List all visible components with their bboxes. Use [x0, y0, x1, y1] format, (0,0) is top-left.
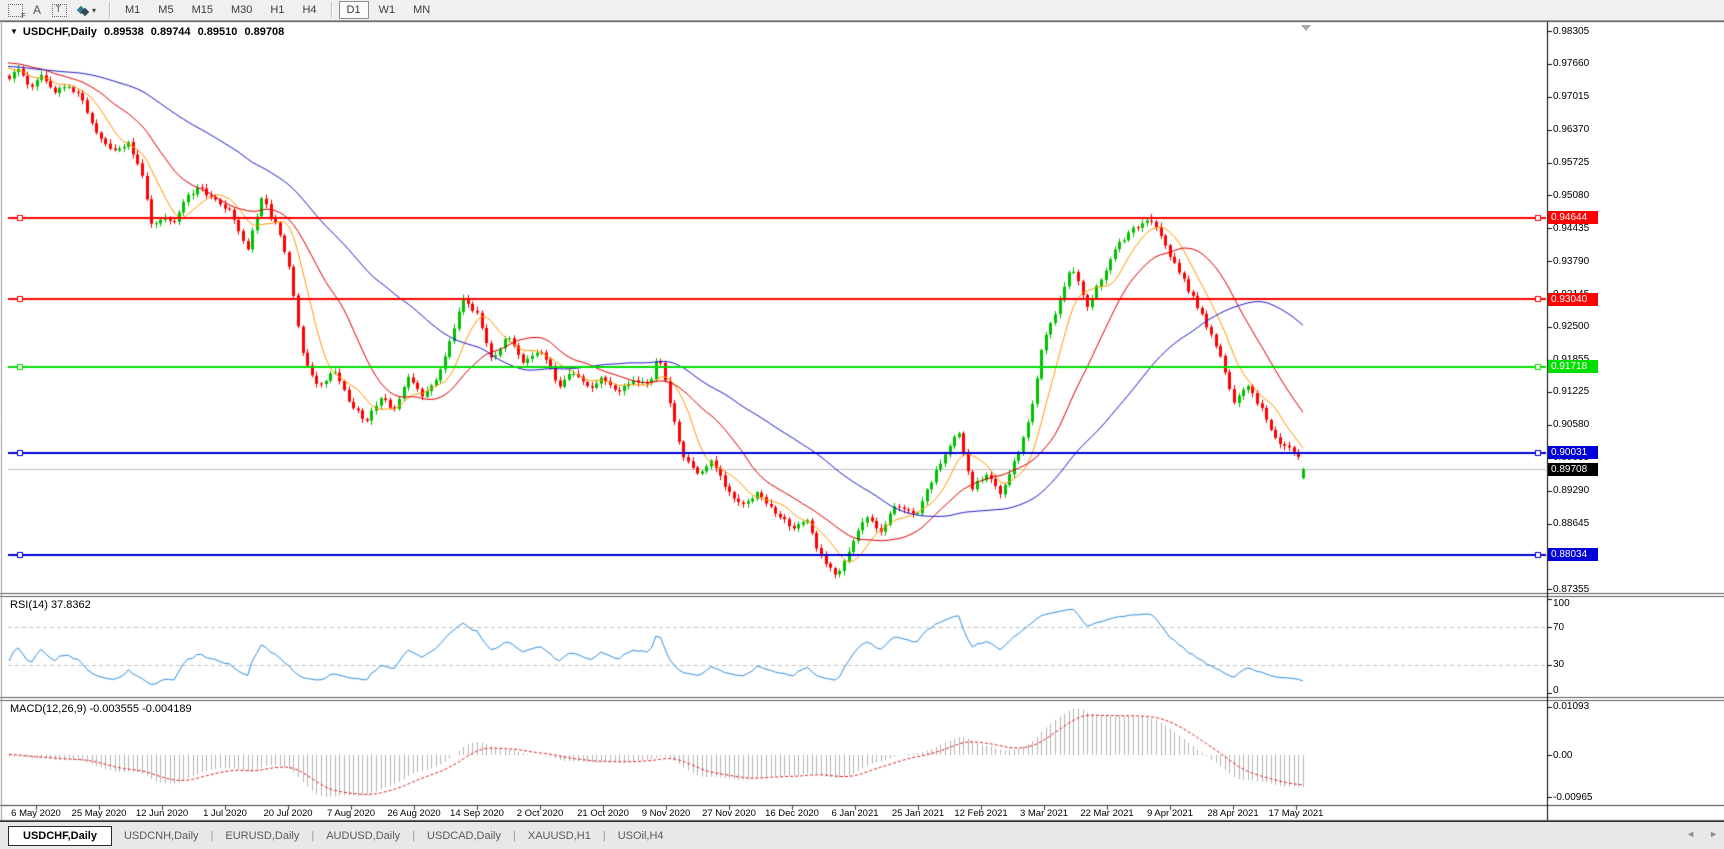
tab-eurusd[interactable]: EURUSD,Daily [225, 830, 300, 842]
timeframe-button-h1[interactable]: H1 [270, 4, 285, 16]
timeframe-button-m30[interactable]: M30 [230, 4, 253, 16]
grid-icon: F [7, 3, 26, 20]
tab-separator: | [210, 830, 214, 842]
timeframe-button-d1[interactable]: D1 [338, 1, 369, 19]
color-scheme-button[interactable]: ▾ [70, 1, 104, 19]
timeframe-group: M1 M5 M15 M30 H1 H4 D1 W1 MN [116, 1, 439, 19]
tabs-container: USDCHF,Daily USDCNH,Daily | EURUSD,Daily | AU… [0, 826, 676, 846]
tab-separator: | [311, 830, 315, 842]
symbol-tab-bar: USDCHF,Daily USDCNH,Daily | EURUSD,Daily | AU… [0, 821, 1724, 849]
grid-icon-sub: F [21, 12, 26, 20]
tab-scroll-left-icon[interactable]: ◄ [1686, 829, 1696, 839]
timeframe-button-m1[interactable]: M1 [125, 4, 141, 16]
tab-scroll-right-icon[interactable]: ► [1709, 829, 1718, 839]
tab-separator: | [602, 830, 606, 842]
tab-xauusd[interactable]: XAUUSD,H1 [527, 830, 591, 842]
tab-usoil[interactable]: USOil,H4 [617, 830, 664, 842]
font-icon: A [32, 3, 41, 17]
tab-usdchf[interactable]: USDCHF,Daily [8, 826, 112, 846]
toolbar-separator [109, 2, 111, 18]
text-label-icon: T [51, 3, 67, 17]
timeframe-button-mn[interactable]: MN [413, 4, 431, 16]
tab-scroll-arrows: ◄ ► [1686, 829, 1718, 839]
tab-audusd[interactable]: AUDUSD,Daily [326, 830, 401, 842]
tab-usdcnh[interactable]: USDCNH,Daily [123, 830, 199, 842]
timeframe-button-h4[interactable]: H4 [302, 4, 317, 16]
toolbar: F A T ▾ M1 M5 M15 M30 H1 H4 D1 W1 MN [0, 0, 1724, 21]
timeframe-button-w1[interactable]: W1 [378, 4, 396, 16]
text-label-tool-button[interactable]: T [48, 1, 70, 19]
template-grid-tool-button[interactable]: F [4, 1, 26, 20]
shift-end-marker[interactable] [1301, 25, 1311, 31]
toolbar-separator [330, 2, 333, 18]
font-tool-button[interactable]: A [26, 1, 48, 19]
chevron-down-icon: ▾ [91, 5, 96, 15]
tab-separator: | [412, 830, 416, 842]
timeframe-button-m15[interactable]: M15 [191, 4, 213, 16]
tab-separator: | [513, 830, 516, 842]
color-swatch-icon-2 [80, 7, 90, 17]
tab-usdcad[interactable]: USDCAD,Daily [427, 830, 502, 842]
timeframe-button-m5[interactable]: M5 [158, 4, 174, 16]
